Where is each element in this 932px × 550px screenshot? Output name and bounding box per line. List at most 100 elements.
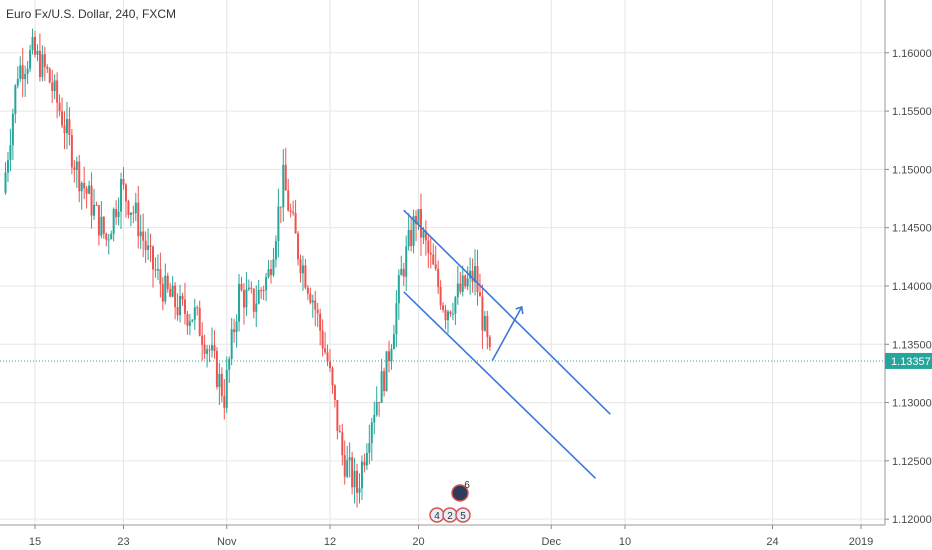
event-badge-label: 6: [464, 480, 470, 491]
candle-body: [265, 276, 268, 291]
candle-body: [230, 329, 233, 359]
candle-body: [36, 50, 39, 55]
candle-body: [166, 275, 169, 289]
candle-body: [444, 309, 447, 321]
event-badge[interactable]: 6: [451, 480, 470, 502]
channel-lower-line[interactable]: [403, 291, 597, 479]
candle-body: [164, 275, 167, 302]
candle-body: [292, 211, 295, 214]
candle-body: [262, 290, 265, 292]
event-badge-circle[interactable]: [455, 507, 471, 523]
candle-body: [41, 54, 44, 77]
candle-body: [95, 204, 98, 206]
candle-body: [19, 65, 22, 79]
candle-body: [260, 290, 263, 292]
candle-body: [385, 351, 388, 392]
candle-body: [329, 361, 331, 369]
candle-body: [478, 292, 481, 297]
candle-body: [343, 455, 346, 477]
candle-body: [240, 283, 243, 291]
candle-body: [476, 266, 479, 293]
candle-body: [171, 285, 174, 297]
candle-body: [213, 345, 216, 352]
candle-body: [107, 239, 110, 241]
candle-body: [451, 313, 454, 315]
candle-body: [471, 270, 474, 282]
candle-body: [333, 385, 336, 401]
candle-body: [112, 209, 115, 234]
candle-body: [218, 373, 221, 387]
event-badge[interactable]: 4: [429, 507, 445, 523]
candle-body: [181, 295, 184, 300]
candle-body: [46, 66, 49, 69]
candle-body: [326, 352, 329, 362]
candle-body: [447, 311, 449, 321]
event-badge-circle[interactable]: [451, 484, 469, 502]
candle-body: [270, 269, 272, 276]
candle-body: [346, 460, 349, 477]
event-badge-label: 5: [460, 511, 466, 522]
candle-body: [53, 80, 56, 92]
candle-body: [363, 461, 366, 466]
candle-body: [481, 296, 484, 331]
candle-body: [272, 259, 275, 276]
event-badge-label: 2: [447, 511, 453, 522]
candle-body: [277, 206, 280, 242]
candle-body: [358, 488, 361, 493]
candle-body: [58, 102, 61, 112]
projection-arrow-shaft[interactable]: [491, 306, 523, 361]
candle-body: [375, 402, 378, 415]
candle-body: [132, 212, 135, 214]
candle-body: [156, 269, 159, 271]
candle-body: [242, 290, 245, 308]
candle-body: [449, 311, 452, 315]
candle-body: [373, 414, 376, 423]
candle-body: [105, 233, 108, 240]
event-badge[interactable]: 2: [442, 507, 458, 523]
candle-body: [90, 185, 93, 216]
candle-body: [43, 54, 46, 67]
event-badges[interactable]: 6 4 2 5: [429, 480, 471, 523]
candle-body: [152, 246, 154, 270]
candle-body: [122, 179, 125, 185]
candle-body: [75, 161, 78, 170]
candle-body: [395, 303, 398, 335]
candle-body: [144, 240, 147, 250]
candle-body: [120, 179, 123, 212]
candle-body: [407, 229, 410, 247]
candle-body: [56, 80, 59, 103]
y-tick-label: 1.13500: [892, 339, 932, 351]
candle-body: [139, 231, 142, 237]
candle-body: [392, 334, 395, 349]
event-badge[interactable]: 5: [455, 507, 471, 523]
x-tick-label: Dec: [541, 536, 561, 548]
candle-body: [405, 246, 408, 277]
candle-body: [117, 211, 120, 218]
current-price-label: 1.13357: [891, 356, 931, 368]
candle-body: [34, 36, 36, 55]
candles: [4, 28, 491, 508]
x-tick-label: 10: [619, 536, 631, 548]
x-tick-label: 12: [324, 536, 336, 548]
candle-body: [31, 36, 34, 51]
candle-body: [442, 305, 445, 310]
candle-body: [11, 113, 14, 146]
candle-body: [211, 345, 213, 351]
projection-arrow-head[interactable]: [515, 305, 524, 315]
channel-upper-line[interactable]: [403, 209, 611, 415]
candle-body: [196, 307, 199, 309]
candle-body: [319, 313, 322, 331]
candle-body: [88, 185, 91, 194]
candle-body: [331, 368, 334, 386]
candle-body: [380, 371, 383, 403]
candle-body: [402, 268, 405, 277]
candle-body: [129, 212, 132, 216]
candle-body: [70, 135, 73, 168]
candle-body: [85, 188, 88, 194]
candle-body: [68, 119, 71, 136]
trend-drawings[interactable]: [396, 209, 611, 479]
candle-body: [348, 457, 351, 461]
candle-body: [97, 205, 100, 236]
